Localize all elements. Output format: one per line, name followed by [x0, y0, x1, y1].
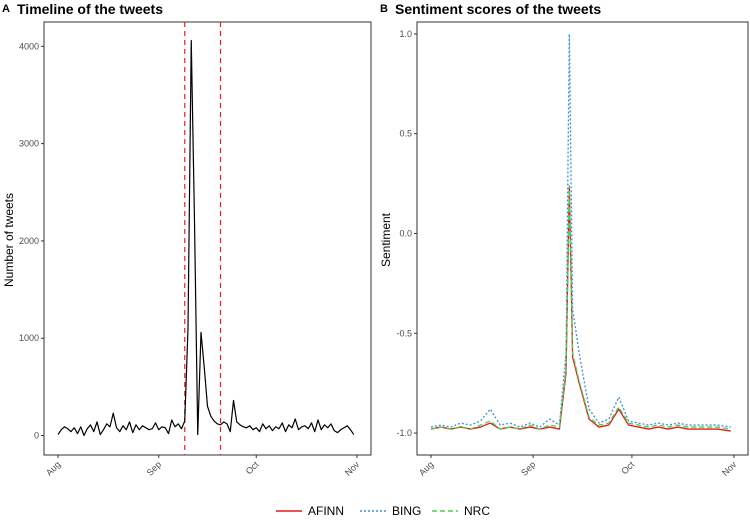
x-tick-label: Sep: [519, 459, 537, 477]
x-axis-a: Aug Sep Oct Nov: [44, 455, 362, 478]
x-tick-label: Sep: [145, 459, 163, 477]
y-tick-label: 3000: [19, 139, 39, 149]
x-tick-label: Aug: [44, 459, 62, 477]
x-tick-label: Aug: [417, 459, 435, 477]
series-group-b: [430, 33, 731, 432]
chart-title-b: Sentiment scores of the tweets: [395, 1, 601, 17]
y-tick-label: 0.5: [399, 129, 412, 139]
event-lines-a: [184, 22, 222, 455]
x-tick-label: Oct: [619, 459, 636, 476]
y-tick-label: 0.0: [399, 229, 412, 239]
series-line: [57, 39, 355, 437]
plot-frame-a: [43, 21, 372, 456]
y-tick-label: -0.5: [396, 328, 412, 338]
y-tick-label: 1000: [19, 333, 39, 343]
legend: AFINN BING NRC: [276, 504, 490, 518]
x-tick-label: Nov: [720, 459, 739, 478]
legend-label-afinn: AFINN: [308, 504, 344, 518]
series-line-bing: [430, 33, 731, 428]
panel-letter-b: B: [380, 3, 388, 15]
y-tick-label: 1.0: [399, 29, 412, 39]
x-tick-label: Oct: [244, 459, 261, 476]
x-axis-b: Aug Sep Oct Nov: [417, 455, 739, 478]
y-axis-title-a: Number of tweets: [2, 193, 16, 287]
y-axis-title-b: Sentiment: [379, 212, 393, 267]
plot-frame-b: [416, 21, 749, 456]
series-group-a: [57, 39, 355, 437]
y-tick-label: -1.0: [396, 428, 412, 438]
series-line-afinn: [430, 186, 731, 432]
x-tick-label: Nov: [343, 459, 362, 478]
y-axis-a: 0 1000 2000 3000 4000: [19, 41, 44, 441]
chart-title-a: Timeline of the tweets: [17, 1, 163, 17]
panel-letter-a: A: [2, 3, 10, 15]
panel-b: B Sentiment scores of the tweets Sentime…: [379, 1, 749, 478]
y-tick-label: 4000: [19, 41, 39, 51]
y-tick-label: 0: [34, 431, 39, 441]
y-tick-label: 2000: [19, 236, 39, 246]
y-axis-b: -1.0 -0.5 0.0 0.5 1.0: [396, 29, 417, 438]
series-line-nrc: [430, 184, 731, 430]
legend-label-bing: BING: [392, 504, 421, 518]
legend-label-nrc: NRC: [464, 504, 490, 518]
panel-a: A Timeline of the tweets Number of tweet…: [2, 1, 372, 478]
